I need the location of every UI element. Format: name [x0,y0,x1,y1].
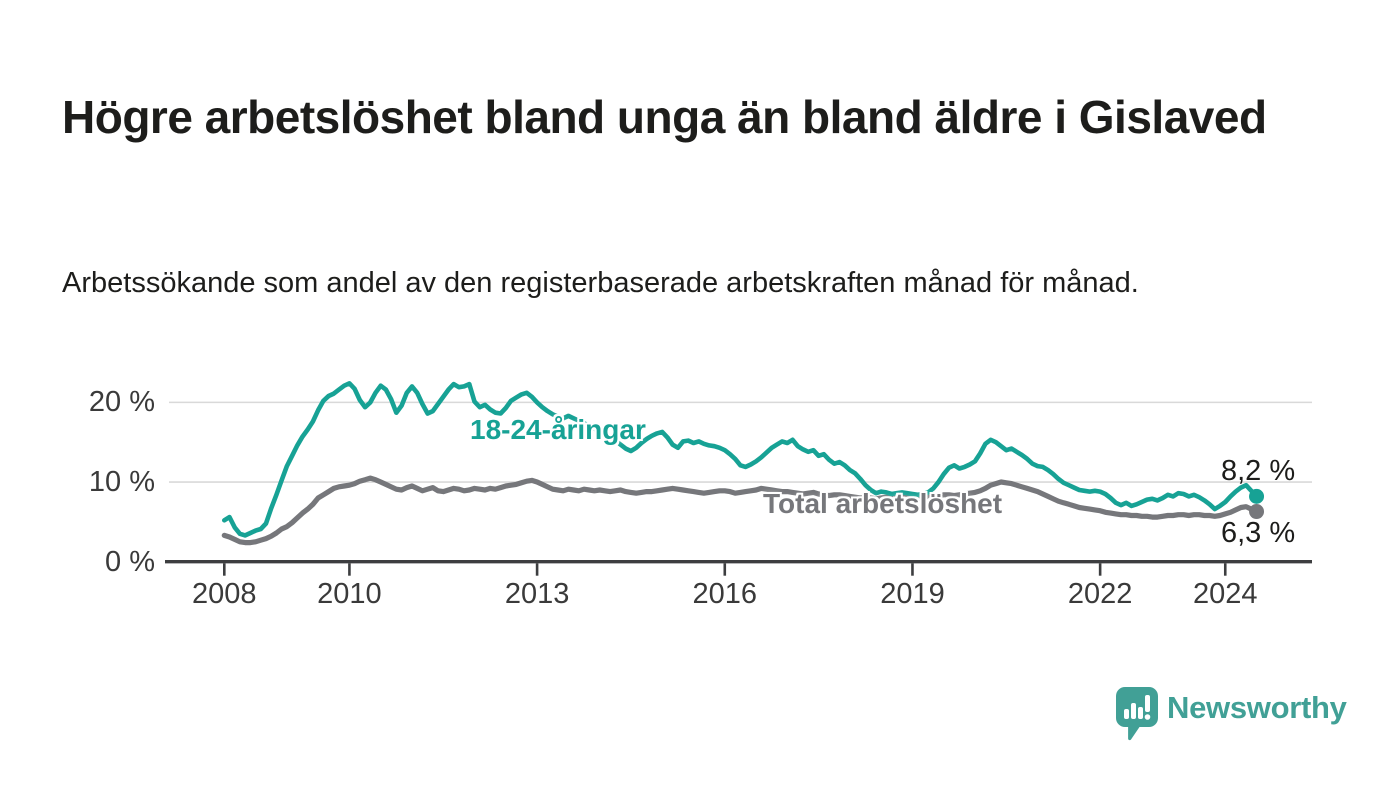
chart-subtitle: Arbetssökande som andel av den registerb… [62,267,1139,299]
x-axis-label: 2010 [317,578,382,610]
series-label-youth: 18-24-åringar [470,414,646,445]
speech-bubble-bar-chart-icon [1116,687,1158,741]
end-value-label-youth: 8,2 % [1221,455,1296,487]
x-axis-label: 2019 [880,578,945,610]
end-value-label-total: 6,3 % [1221,517,1296,549]
page-title: Högre arbetslöshet bland unga än bland ä… [62,90,1267,143]
x-axis-label: 2022 [1067,578,1133,610]
x-axis-label: 2016 [692,578,758,610]
y-axis-label: 10 % [88,466,155,499]
y-axis-label: 20 % [88,386,155,419]
series-label-total: Total arbetslöshet [763,488,1003,519]
brand-name: Newsworthy [1167,690,1347,725]
x-axis-label: 2024 [1192,578,1258,610]
logo-bar-chart-glyph [1124,695,1151,720]
x-axis-label: 2008 [192,578,257,610]
x-axis-label: 2013 [504,578,570,610]
newsworthy-logo: Newsworthy [1115,686,1347,750]
y-axis-label: 0 % [105,545,155,578]
